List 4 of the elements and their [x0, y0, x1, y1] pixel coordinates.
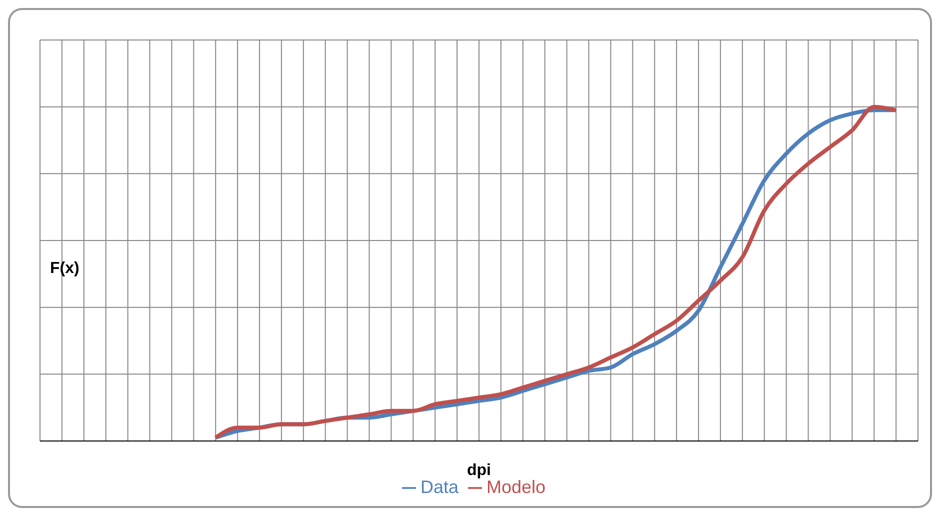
legend-label: Modelo	[486, 477, 546, 497]
legend-label: Data	[420, 477, 458, 497]
x-axis-title: dpi	[467, 462, 491, 479]
y-axis-title: F(x)	[50, 260, 80, 278]
